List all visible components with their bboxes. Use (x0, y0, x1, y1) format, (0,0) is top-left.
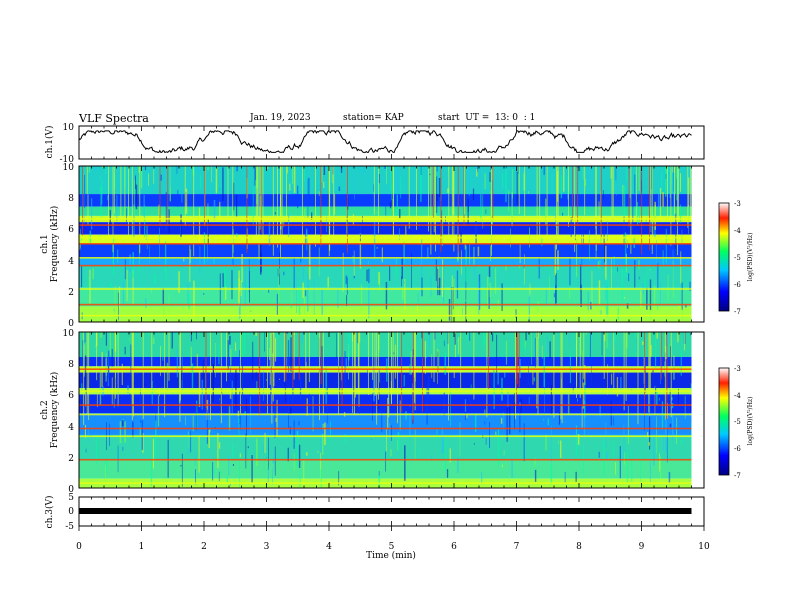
ch2-cb-tick-4: -4 (734, 392, 741, 400)
ch2-colorbar-label: log(PSD)(V²/Hz) (747, 397, 754, 446)
ch2-cb-tick-7: -7 (734, 472, 741, 480)
xtick-3: 3 (264, 542, 270, 552)
ch2-freq-ticks: 10 8 6 4 2 0 (63, 329, 75, 495)
xtick-6: 6 (451, 542, 457, 552)
ch2-colorbar-gradient (718, 367, 730, 476)
ch1-colorbar-gradient (718, 202, 730, 312)
ch3-ytick-minus5: -5 (65, 522, 74, 532)
ch3-voltage-ylabel: ch.3(V) (44, 496, 55, 529)
x-axis: 0 1 2 3 4 5 6 7 8 9 10 Time (min) (76, 542, 710, 561)
chart-title: VLF Spectra (79, 112, 149, 125)
ch1-voltage-ylabel: ch.1(V) (44, 126, 55, 159)
xtick-10: 10 (698, 542, 710, 552)
ch1-spectrogram-panel: 10 8 6 4 2 0 ch.1 Frequency (kHz) (40, 163, 705, 329)
start-time-label: start UT = 13: 0 : 1 (438, 113, 536, 123)
ch2-ytick-0: 0 (68, 485, 74, 495)
xtick-4: 4 (326, 542, 332, 552)
ch1-cb-tick-5: -5 (734, 254, 741, 262)
ch1-ytick-10: 10 (63, 163, 75, 173)
xtick-0: 0 (76, 542, 82, 552)
xtick-1: 1 (139, 542, 145, 552)
ch1-cb-tick-6: -6 (734, 281, 741, 289)
xtick-9: 9 (639, 542, 645, 552)
ch1-cb-tick-3: -3 (734, 200, 741, 208)
ch1-ytick-bottom: -10 (60, 155, 75, 165)
ch1-colorbar-label: log(PSD)(V²/Hz) (747, 233, 754, 282)
ch1-spectrogram-image (79, 166, 704, 322)
ch2-ytick-10: 10 (63, 329, 75, 339)
ch2-cb-tick-5: -5 (734, 418, 741, 426)
ch2-frequency-ylabel: Frequency (kHz) (49, 372, 60, 449)
ch2-cb-tick-6: -6 (734, 445, 741, 453)
ch1-spectrogram-ylabel: ch.1 (40, 234, 50, 253)
ch1-ytick-8: 8 (68, 194, 74, 204)
x-axis-label: Time (min) (366, 550, 416, 561)
date-label: Jan. 19, 2023 (250, 113, 311, 123)
ch3-ytick-0: 0 (68, 507, 74, 517)
station-label: station= KAP (343, 113, 404, 123)
xtick-8: 8 (576, 542, 582, 552)
ch1-frequency-ylabel: Frequency (kHz) (49, 206, 60, 283)
ch2-ytick-4: 4 (68, 423, 74, 433)
ch1-freq-ticks: 10 8 6 4 2 0 (63, 163, 75, 329)
ch1-ytick-4: 4 (68, 257, 74, 267)
ch2-cb-tick-3: -3 (734, 365, 741, 373)
ch1-voltage-trace (78, 129, 692, 154)
ch1-ytick-0: 0 (68, 319, 74, 329)
ch3-voltage-trace (79, 508, 692, 514)
ch2-ytick-2: 2 (68, 454, 74, 464)
xtick-2: 2 (201, 542, 207, 552)
ch2-ytick-6: 6 (68, 391, 74, 401)
ch2-spectrogram-panel: 10 8 6 4 2 0 ch.2 Frequency (kHz) (40, 329, 705, 495)
ch1-voltage-panel: 10 -10 ch.1(V) (44, 123, 705, 165)
ch1-ytick-6: 6 (68, 225, 74, 235)
ch2-colorbar: -3 -4 -5 -6 -7 log(PSD)(V²/Hz) (718, 365, 754, 480)
ch3-ytick-5: 5 (68, 493, 74, 503)
ch1-ytick-top: 10 (63, 123, 75, 133)
ch1-cb-tick-4: -4 (734, 227, 741, 235)
ch1-colorbar: -3 -4 -5 -6 -7 log(PSD)(V²/Hz) (718, 200, 754, 316)
xtick-5: 5 (389, 542, 395, 552)
ch1-ytick-2: 2 (68, 288, 74, 298)
ch2-spectrogram-ylabel: ch.2 (40, 400, 50, 419)
ch1-cb-tick-7: -7 (734, 308, 741, 316)
ch2-ytick-8: 8 (68, 360, 74, 370)
ch3-voltage-panel: 5 0 -5 ch.3(V) (44, 493, 705, 532)
time-tick-marks (78, 126, 705, 531)
ch2-spectrogram-image (79, 332, 704, 488)
xtick-7: 7 (514, 542, 520, 552)
